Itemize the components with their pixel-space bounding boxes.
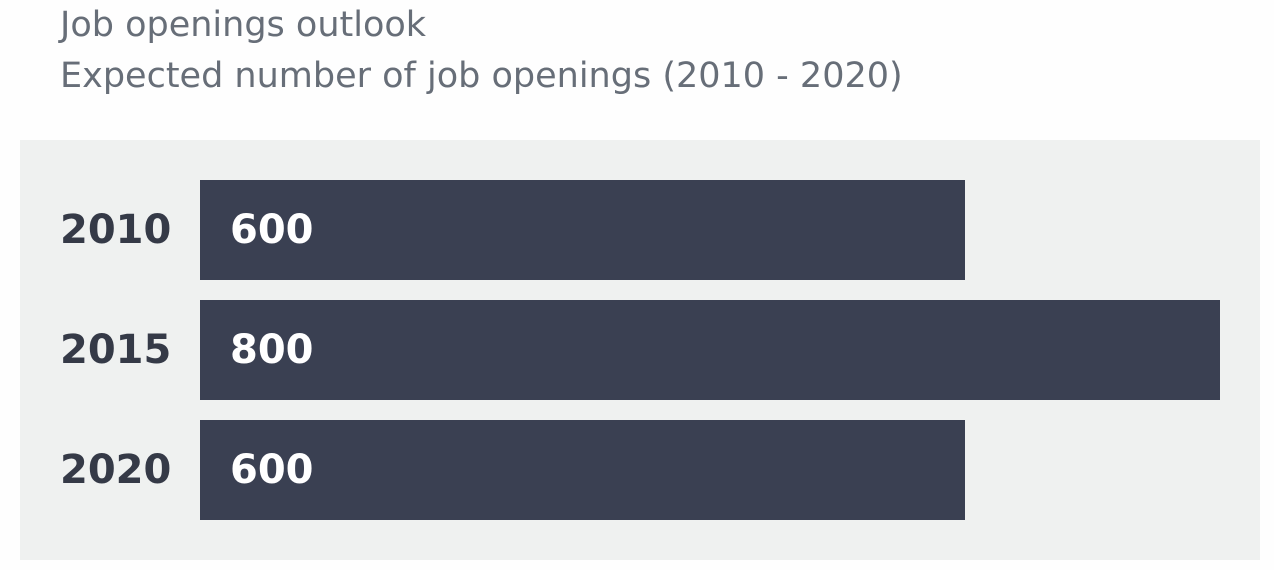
bar: [200, 180, 965, 280]
category-label: 2015: [60, 327, 171, 373]
category-label: 2020: [60, 447, 171, 493]
value-label: 600: [230, 447, 314, 493]
bar: [200, 300, 1220, 400]
value-label: 600: [230, 207, 314, 253]
category-label: 2010: [60, 207, 171, 253]
bar: [200, 420, 965, 520]
value-label: 800: [230, 327, 314, 373]
chart-subtitle: Expected number of job openings (2010 - …: [60, 56, 903, 96]
chart-title: Job openings outlook: [58, 5, 427, 45]
